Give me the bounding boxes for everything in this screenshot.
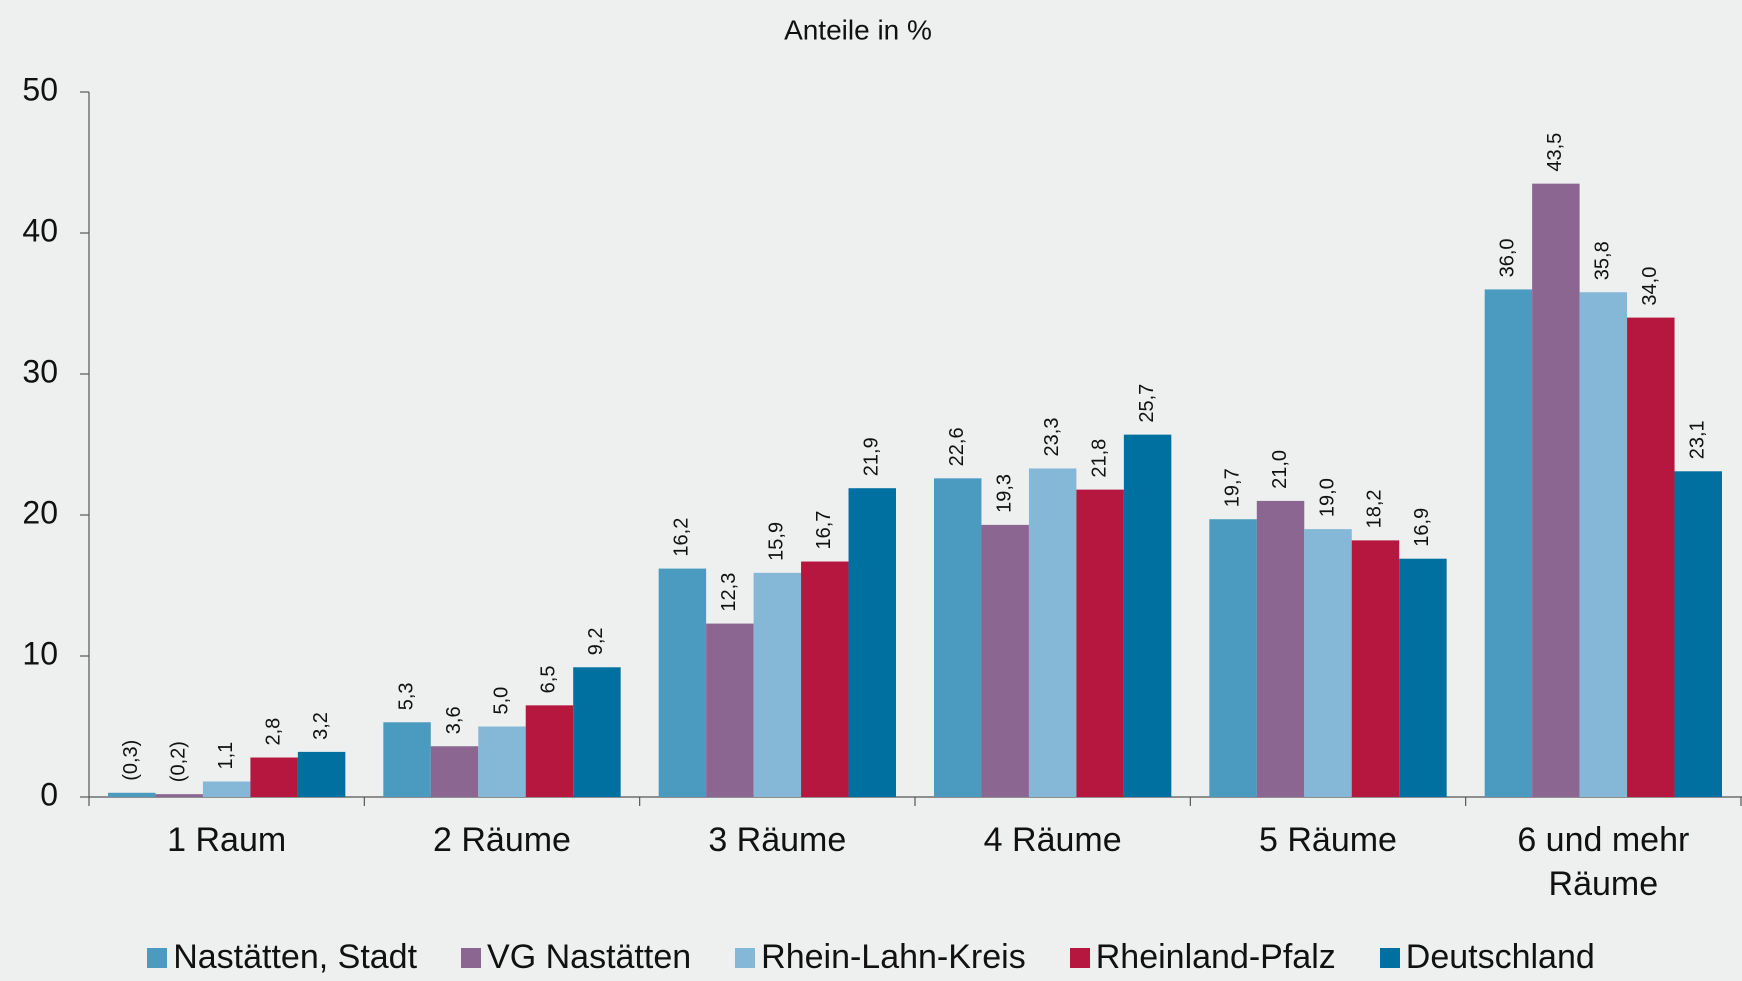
y-tick-label: 40 (22, 212, 58, 248)
legend-item: Nastätten, Stadt (147, 938, 417, 977)
bar (573, 667, 621, 797)
value-label: 19,0 (1316, 478, 1338, 517)
x-tick-label: 1 Raum (167, 821, 287, 859)
value-label: 2,8 (262, 718, 284, 746)
value-label: 18,2 (1364, 489, 1386, 528)
y-tick-label: 30 (22, 353, 58, 389)
bar (1484, 289, 1533, 797)
y-tick-label: 0 (40, 776, 58, 812)
y-tick-label: 50 (22, 71, 58, 107)
x-tick-label: 2 Räume (433, 821, 571, 859)
value-label: 9,2 (585, 627, 607, 655)
bar (934, 478, 982, 797)
legend-item: Rheinland-Pfalz (1069, 938, 1336, 977)
bar (848, 488, 896, 797)
bar (1351, 540, 1400, 797)
legend-item: Deutschland (1379, 938, 1595, 977)
legend-label: VG Nastätten (487, 938, 692, 976)
legend-swatch (461, 947, 482, 968)
value-label: 12,3 (718, 573, 740, 612)
value-label: 3,6 (443, 706, 465, 734)
legend-label: Rhein-Lahn-Kreis (761, 938, 1026, 976)
x-tick-label: 6 und mehr Räume (1517, 821, 1690, 903)
legend-item: Rhein-Lahn-Kreis (735, 938, 1026, 977)
value-label: 16,2 (671, 518, 693, 557)
legend-swatch (735, 947, 756, 968)
bar (478, 726, 526, 797)
legend-swatch (1379, 947, 1400, 968)
bar (706, 623, 754, 797)
bar (1256, 500, 1305, 797)
value-label: 5,3 (395, 682, 417, 710)
value-label: 43,5 (1544, 133, 1566, 172)
value-label: 21,8 (1088, 439, 1110, 478)
bar (1209, 519, 1257, 797)
bar (202, 781, 251, 797)
value-label: (0,3) (120, 740, 142, 781)
legend-label: Nastätten, Stadt (173, 938, 418, 976)
legend: Nastätten, Stadt VG Nastätten Rhein-Lahn-K… (0, 938, 1742, 977)
legend-item: VG Nastätten (461, 938, 691, 977)
bar (1399, 558, 1447, 797)
value-label: 23,1 (1687, 420, 1709, 459)
value-label: 6,5 (538, 666, 560, 694)
value-label: 34,0 (1639, 267, 1661, 306)
value-label: 19,7 (1221, 468, 1243, 507)
value-label: 5,0 (490, 687, 512, 715)
bar (658, 568, 707, 797)
bar (1304, 529, 1352, 797)
value-label: 16,7 (813, 511, 835, 550)
bar (155, 794, 203, 797)
bar (250, 757, 298, 797)
x-tick-label: 5 Räume (1259, 821, 1397, 859)
y-tick-label: 10 (22, 635, 58, 671)
x-tick-label: 4 Räume (983, 821, 1122, 859)
bar (753, 572, 802, 797)
chart-title: Anteile in % (784, 14, 932, 45)
bar (801, 561, 849, 797)
value-label: (0,2) (167, 741, 189, 782)
bar (1627, 317, 1675, 797)
bar (430, 746, 479, 797)
value-label: 36,0 (1497, 238, 1519, 277)
bar (383, 722, 431, 797)
bar (1674, 471, 1722, 797)
value-label: 15,9 (766, 522, 788, 561)
value-label: 21,0 (1269, 450, 1291, 489)
legend-label: Rheinland-Pfalz (1095, 938, 1336, 976)
value-label: 23,3 (1041, 418, 1063, 457)
bar (108, 792, 156, 797)
value-label: 21,9 (861, 437, 883, 476)
legend-label: Deutschland (1405, 938, 1595, 976)
y-tick-label: 20 (22, 494, 58, 530)
value-label: 19,3 (993, 474, 1015, 513)
legend-swatch (147, 947, 168, 968)
bar (297, 751, 346, 797)
bar (1123, 434, 1172, 797)
value-label: 25,7 (1136, 384, 1158, 423)
value-label: 22,6 (946, 427, 968, 466)
value-label: 3,2 (310, 712, 332, 740)
x-tick-label: 3 Räume (708, 821, 847, 859)
value-label: 16,9 (1411, 508, 1433, 547)
value-label: 35,8 (1592, 241, 1614, 280)
bar (981, 524, 1029, 797)
bar (1579, 292, 1628, 797)
value-label: 1,1 (215, 742, 237, 770)
bar (1532, 183, 1580, 797)
legend-swatch (1069, 947, 1090, 968)
bar (525, 705, 574, 797)
bar (1028, 468, 1077, 797)
bar (1076, 489, 1124, 797)
